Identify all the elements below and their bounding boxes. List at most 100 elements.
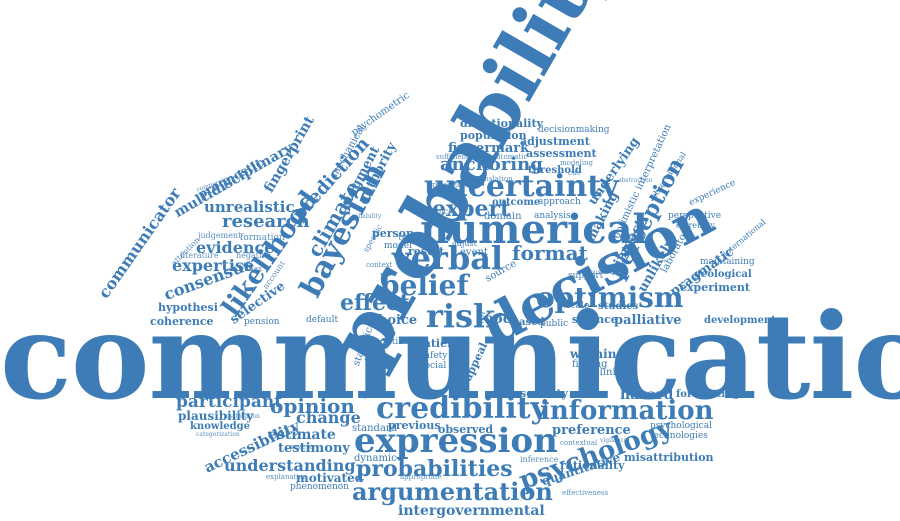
word-estimate: estimate	[268, 427, 336, 443]
word-standard: standard	[352, 423, 398, 434]
word-participant: participant	[176, 392, 283, 412]
word-approach: approach	[538, 197, 581, 207]
word-result: result	[408, 245, 445, 258]
word-adjustment: adjustment	[520, 135, 590, 148]
word-reliability: reliability	[352, 213, 382, 220]
word-pension: pension	[244, 317, 280, 327]
word-modeling: modeling	[560, 159, 593, 167]
word-public: public	[540, 319, 569, 329]
word-decisionmaking: decisionmaking	[538, 125, 610, 135]
word-abstraction: abstraction	[618, 177, 653, 184]
word-coherence: coherence	[150, 315, 214, 328]
word-literature: literature	[180, 251, 219, 260]
word-assessment: assessment	[526, 147, 597, 160]
word-perspective: perspective	[668, 211, 722, 221]
word-phenomenon: phenomenon	[290, 482, 349, 492]
word-explanation: explanation	[266, 473, 308, 481]
word-verbal: verbal	[392, 239, 504, 277]
word-ex: ex	[254, 265, 263, 273]
word-understanding: understanding	[224, 456, 356, 475]
word-rationality: rationality	[560, 459, 625, 472]
word-studies: studies	[598, 301, 639, 312]
word-plausibility: plausibility	[178, 409, 254, 423]
word-social: social	[420, 361, 447, 371]
word-vigilance: vigilance	[600, 437, 628, 444]
word-domain: domain	[484, 211, 522, 222]
word-risk: risk	[426, 297, 496, 335]
word-default: default	[306, 315, 339, 325]
word-information: information	[540, 396, 714, 426]
word-dynamic: dynamic	[354, 453, 397, 464]
word-possible: possible	[590, 269, 615, 276]
word-threshold: threshold	[528, 165, 582, 176]
word-sufficiency: sufficiency	[436, 153, 474, 161]
word-optimism: optimism	[536, 281, 684, 314]
word-opinion: opinion	[270, 394, 355, 418]
word-automatic: automatic	[492, 153, 528, 161]
word-safety: safety	[420, 351, 448, 361]
word-choice: choice	[370, 313, 418, 328]
word-effect: effect	[340, 290, 410, 316]
word-experiment: experiment	[680, 281, 750, 294]
word-expert: expert	[432, 196, 511, 222]
word-event: event	[460, 247, 488, 258]
word-format: format	[512, 241, 588, 265]
word-finding: finding	[572, 359, 608, 370]
word-psychometric: psychometric	[349, 90, 412, 139]
word-maintaining: maintaining	[700, 257, 755, 267]
word-context: context	[366, 261, 393, 269]
word-misattribution: misattribution	[624, 451, 714, 464]
word-patient: patient	[416, 337, 461, 350]
word-categorization: categorization	[196, 431, 240, 438]
word-communication: communication	[0, 287, 900, 426]
word-justification: justification	[224, 413, 260, 420]
word-expression: expression	[354, 421, 558, 461]
word-person: person	[372, 227, 415, 240]
word-formation: formation	[240, 233, 285, 243]
word-model: model	[384, 241, 412, 251]
word-extremity: extremity	[676, 221, 715, 230]
word-preference: preference	[552, 423, 631, 438]
word-research: research	[222, 211, 310, 232]
word-anchoring: anchoring	[440, 154, 543, 175]
word-international: international	[721, 217, 768, 259]
word-development: development	[704, 315, 776, 326]
word-based: based	[512, 317, 545, 328]
word-severe: severe	[290, 443, 314, 451]
word-directionality: directionality	[460, 117, 543, 130]
word-cue: cue	[568, 169, 581, 177]
word-contextual: contextual	[560, 439, 598, 447]
word-recapture: recapture	[432, 181, 467, 189]
word-numerical: numerical	[420, 206, 648, 253]
word-previous: previous	[388, 419, 441, 432]
word-appropriate: appropriate	[400, 473, 442, 481]
word-potential: potential	[364, 391, 396, 399]
word-adjust: adjust	[452, 239, 477, 248]
word-testimony: testimony	[278, 441, 350, 456]
word-palliative: palliative	[614, 313, 682, 328]
word-knowledge: knowledge	[190, 421, 250, 432]
word-effectiveness: effectiveness	[562, 489, 609, 497]
word-geological: geological	[694, 269, 752, 280]
word-warning: warning	[570, 347, 625, 361]
word-observed: observed	[438, 423, 494, 436]
word-intergovernmental: intergovernmental	[398, 503, 545, 519]
word-utility: utility	[386, 337, 413, 347]
word-hazard: hazard	[620, 387, 674, 403]
word-technologies: technologies	[650, 431, 708, 441]
word-evidence: evidence	[196, 238, 275, 257]
word-outcome: outcome	[492, 197, 541, 208]
word-probabilities: probabilities	[356, 456, 513, 482]
word-psychological: psychological	[650, 421, 712, 431]
word-hypothesi: hypothesi	[158, 301, 218, 314]
word-uncertainty: uncertainty	[424, 169, 619, 204]
word-change: change	[296, 408, 361, 427]
word-translation: translation	[474, 175, 513, 183]
word-judgement: judgement	[198, 231, 242, 240]
word-negative: negative	[236, 251, 271, 260]
word-argumentation: argumentation	[352, 477, 553, 506]
word-severity: severity	[520, 387, 569, 400]
word-analysis: analysis	[534, 211, 571, 221]
word-forecasting: forecasting	[676, 389, 740, 400]
